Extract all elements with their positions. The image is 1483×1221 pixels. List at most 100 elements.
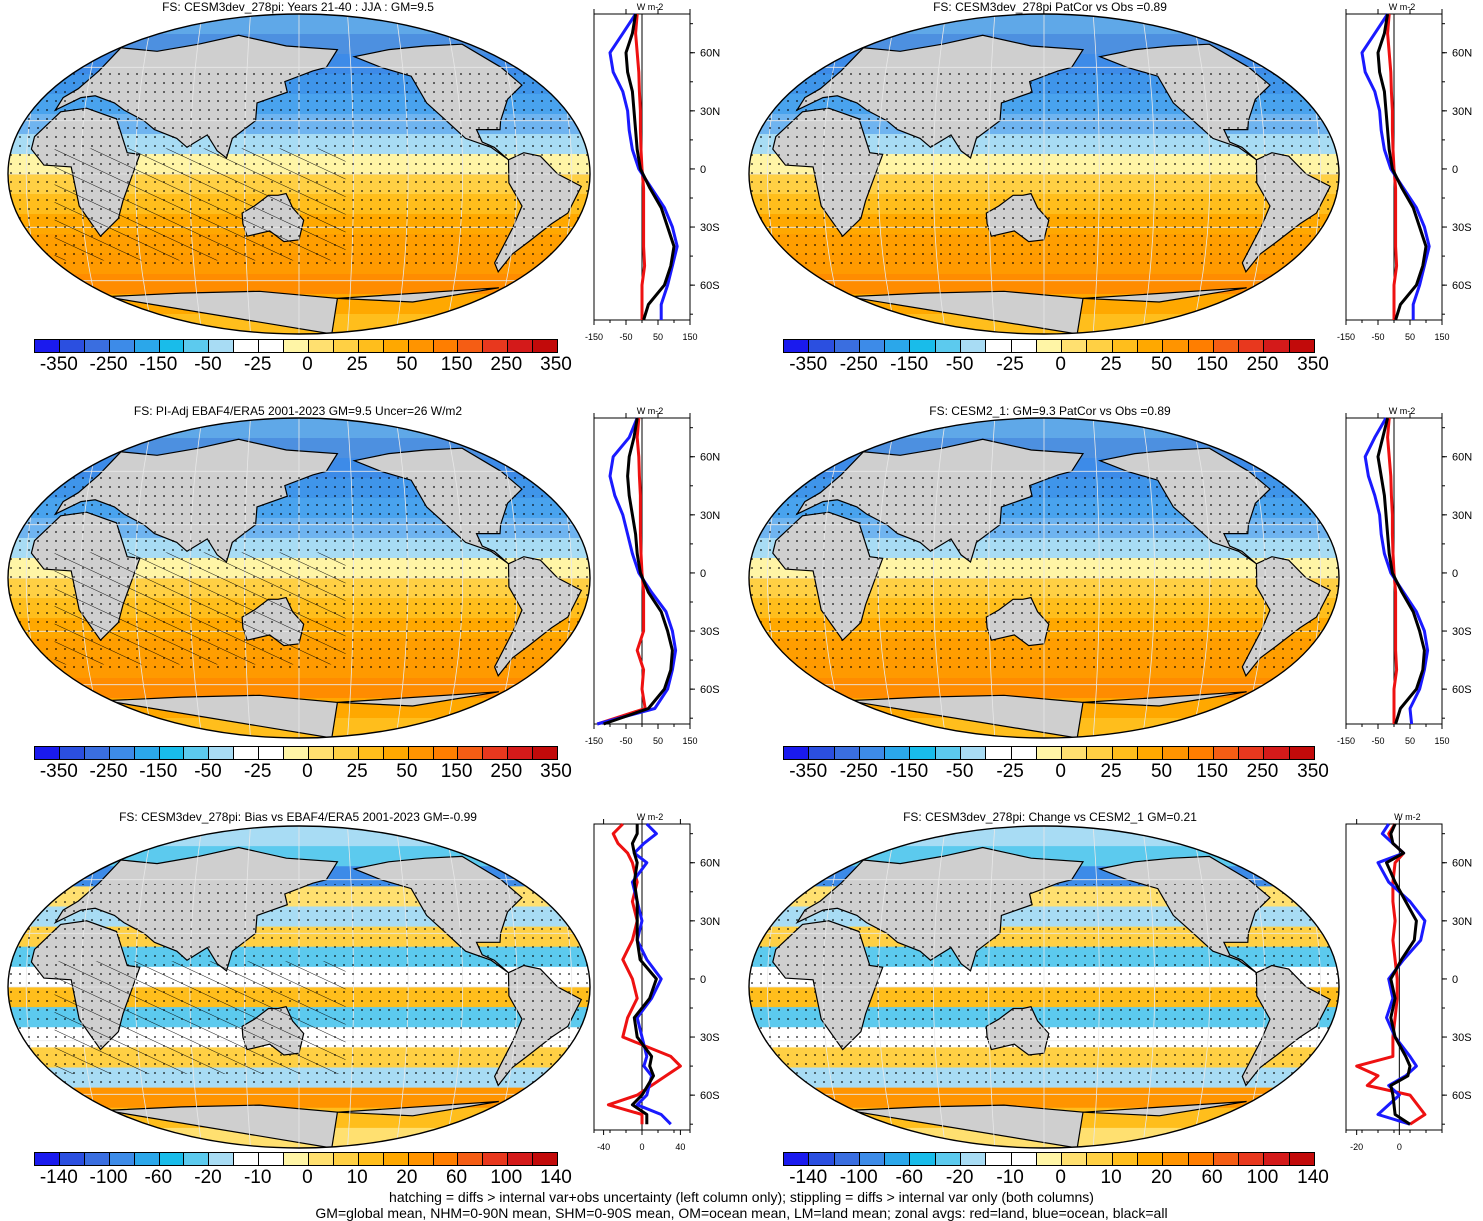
colorbar-tick-label: 25	[1100, 354, 1122, 375]
colorbar-swatch	[1289, 340, 1314, 352]
colorbar-tick-label: 50	[1150, 761, 1173, 782]
colorbar-tick-label: 60	[445, 1167, 468, 1188]
colorbar-swatch	[1163, 747, 1189, 759]
colorbar-swatch	[35, 340, 60, 352]
colorbar-swatch	[109, 340, 135, 352]
colorbar-tick-label: 150	[440, 761, 473, 782]
colorbar-swatch	[209, 747, 235, 759]
colorbar-swatch	[784, 340, 810, 352]
zonal-all-line	[1376, 417, 1426, 725]
colorbar-swatch	[1062, 1153, 1088, 1165]
zonal-y-tick-label: 0	[1452, 568, 1458, 580]
colorbar-tick-label: 0	[302, 761, 313, 782]
zonal-all-line	[1376, 13, 1428, 321]
colorbar-swatch	[960, 1153, 987, 1165]
colorbar-swatch	[333, 747, 359, 759]
colorbar-swatch	[1239, 340, 1265, 352]
chart-panel: FS: CESM2_1: GM=9.3 PatCor vs Obs =0.89 -…	[741, 404, 1482, 804]
colorbar-swatch	[84, 747, 110, 759]
colorbar-swatch	[834, 1153, 860, 1165]
colorbar-swatch	[308, 340, 334, 352]
footer-line-1: hatching = diffs > internal var+obs unce…	[389, 1189, 1094, 1205]
zonal-x-tick-label: -40	[597, 1142, 610, 1152]
map-field	[749, 14, 1339, 334]
zonal-x-tick-label: 0	[639, 1142, 644, 1152]
colorbar-swatch	[1137, 747, 1164, 759]
zonal-unit-label: W m-2	[1389, 2, 1416, 12]
zonal-y-tick-label: 60S	[1452, 1090, 1472, 1102]
colorbar-tick-label: -25	[243, 354, 272, 375]
colorbar-swatch	[1163, 1153, 1189, 1165]
colorbar-swatch	[508, 340, 534, 352]
colorbar-tick-label: -150	[890, 761, 929, 782]
colorbar-swatch	[483, 1153, 509, 1165]
zonal-y-tick-label: 60S	[700, 684, 720, 696]
zonal-unit-label: W m-2	[637, 406, 664, 416]
zonal-x-tick-label: -50	[1371, 332, 1384, 342]
colorbar-tick-label: 25	[346, 761, 368, 782]
colorbar-swatch	[1188, 747, 1214, 759]
colorbar-swatch	[333, 340, 359, 352]
chart-panel: FS: CESM3dev_278pi: Bias vs EBAF4/ERA5 2…	[0, 810, 741, 1210]
map-panel	[7, 417, 591, 739]
colorbar-swatch	[159, 1153, 185, 1165]
colorbar-swatch	[1087, 1153, 1113, 1165]
colorbar-swatch	[159, 747, 185, 759]
colorbar-tick-label: -50	[194, 354, 222, 375]
zonal-y-tick-label: 60S	[700, 1090, 720, 1102]
colorbar-swatch	[1239, 1153, 1265, 1165]
colorbar-swatch	[986, 747, 1012, 759]
colorbar-swatch	[1213, 747, 1240, 759]
zonal-x-tick-label: 150	[682, 736, 697, 746]
colorbar-tick-label: -10	[996, 1167, 1024, 1188]
zonal-y-tick-label: 60S	[700, 280, 720, 292]
colorbar-swatch	[986, 1153, 1012, 1165]
colorbar-tick-label: 250	[490, 761, 523, 782]
colorbar-swatch	[458, 340, 484, 352]
colorbar-swatch	[433, 747, 459, 759]
colorbar-tick-label: -250	[89, 354, 128, 375]
colorbar-swatch	[59, 1153, 85, 1165]
colorbar-swatch	[1188, 1153, 1214, 1165]
colorbar-swatch	[234, 747, 260, 759]
zonal-ocean-line	[630, 822, 672, 1126]
colorbar-swatch	[184, 1153, 210, 1165]
colorbar-tick-label: -25	[996, 354, 1024, 375]
map-panel	[7, 13, 591, 335]
colorbar-swatch	[1062, 340, 1088, 352]
zonal-all-line	[603, 417, 674, 726]
colorbar-tick-label: 100	[490, 1167, 523, 1188]
zonal-x-tick-label: -50	[619, 332, 632, 342]
colorbar-swatch	[1112, 1153, 1138, 1165]
colorbar-tick-label: 140	[1297, 1167, 1329, 1188]
colorbar-swatch	[885, 747, 911, 759]
colorbar-swatch	[1112, 747, 1138, 759]
footer-line-2: GM=global mean, NHM=0-90N mean, SHM=0-90…	[315, 1205, 1168, 1221]
colorbar-swatch	[284, 1153, 309, 1165]
colorbar-tick-label: -250	[89, 761, 128, 782]
colorbar	[783, 339, 1315, 353]
zonal-y-tick-label: 60N	[700, 48, 720, 60]
colorbar-swatch	[84, 340, 110, 352]
colorbar-tick-label: -25	[996, 761, 1024, 782]
colorbar-swatch	[284, 340, 309, 352]
colorbar-swatch	[1036, 1153, 1063, 1165]
zonal-ocean-line	[596, 417, 678, 726]
map-field	[8, 826, 590, 1148]
colorbar-swatch	[533, 340, 558, 352]
colorbar-swatch	[483, 747, 509, 759]
colorbar-tick-label: 250	[490, 354, 523, 375]
zonal-x-tick-label: 50	[653, 736, 663, 746]
colorbar-tick-label: 50	[1150, 354, 1173, 375]
zonal-y-tick-label: 0	[700, 568, 706, 580]
colorbar-tick-label: 0	[302, 1167, 313, 1188]
colorbar	[34, 746, 558, 760]
colorbar-tick-label: 25	[346, 354, 368, 375]
colorbar-swatch	[358, 1153, 384, 1165]
zonal-y-tick-label: 30S	[1452, 626, 1472, 638]
colorbar-tick-label: 350	[1297, 761, 1329, 782]
colorbar-swatch	[859, 747, 886, 759]
zonal-y-tick-label: 0	[1452, 974, 1458, 986]
colorbar-swatch	[408, 340, 434, 352]
colorbar-swatch	[809, 340, 835, 352]
